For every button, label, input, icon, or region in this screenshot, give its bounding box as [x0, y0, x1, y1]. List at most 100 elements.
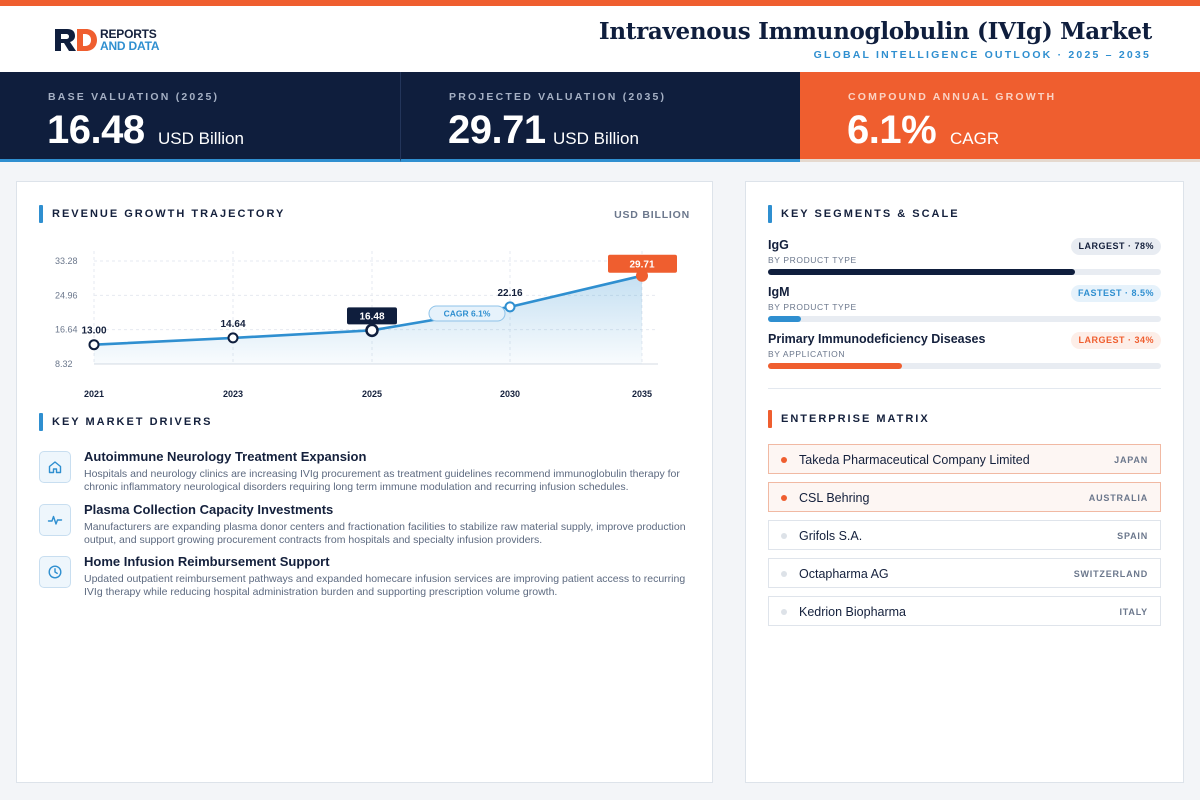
cagr-annotation-pill — [428, 305, 506, 322]
y-tick-label: 16.64 — [55, 325, 78, 335]
segment-name: Primary Immunodeficiency Diseases — [768, 332, 986, 346]
kpi-label: BASE VALUATION (2025) — [48, 91, 220, 103]
company-country: SWITZERLAND — [1073, 569, 1148, 579]
segment-track — [768, 269, 1161, 275]
section-accent — [39, 413, 43, 431]
kpi-label: COMPOUND ANNUAL GROWTH — [848, 91, 1057, 103]
home-icon — [39, 451, 71, 483]
segment-name: IgM — [768, 285, 790, 299]
chart-unit-label: USD BILLION — [614, 209, 690, 221]
kpi-value: 16.48 — [47, 108, 145, 152]
company-marker — [781, 495, 787, 501]
kpi-unit: USD Billion — [158, 129, 244, 148]
segment-badge: FASTEST · 8.5% — [1070, 285, 1161, 302]
kpi-base-valuation: BASE VALUATION (2025) 16.48 USD Billion — [0, 72, 400, 162]
page-title: Intravenous Immunoglobulin (IVIg) Market — [598, 18, 1152, 45]
data-label: 13.00 — [81, 326, 106, 337]
data-label: 14.64 — [220, 319, 245, 330]
segment-badge: LARGEST · 78% — [1071, 238, 1161, 255]
segment-category: BY APPLICATION — [768, 349, 846, 359]
y-tick-label: 24.96 — [55, 290, 78, 300]
data-label-box — [347, 307, 397, 325]
brand-line-1: REPORTS — [100, 27, 157, 41]
kpi-unit: USD Billion — [553, 129, 639, 148]
section-title: KEY MARKET DRIVERS — [52, 416, 213, 428]
company-name: Octapharma AG — [799, 567, 889, 581]
data-point — [227, 332, 239, 344]
data-point — [88, 339, 100, 351]
driver-description: Updated outpatient reimbursement pathway… — [84, 573, 686, 598]
section-title: KEY SEGMENTS & SCALE — [781, 208, 960, 220]
driver-title: Autoimmune Neurology Treatment Expansion — [84, 449, 367, 464]
company-marker — [781, 571, 787, 577]
x-tick-label: 2023 — [223, 389, 243, 399]
company-row[interactable]: Takeda Pharmaceutical Company Limited JA… — [768, 444, 1161, 474]
clock-icon — [39, 556, 71, 588]
brand-name: REPORTS AND DATA — [100, 28, 159, 52]
brand-line-2: AND DATA — [100, 39, 160, 53]
company-country: JAPAN — [1114, 455, 1148, 465]
company-row[interactable]: Grifols S.A. SPAIN — [768, 520, 1161, 550]
enterprise-section-header: ENTERPRISE MATRIX — [768, 410, 930, 428]
company-row[interactable]: Octapharma AG SWITZERLAND — [768, 558, 1161, 588]
segment-badge: LARGEST · 34% — [1071, 332, 1161, 349]
company-row[interactable]: CSL Behring AUSTRALIA — [768, 482, 1161, 512]
company-marker — [781, 609, 787, 615]
logo-mark-icon — [55, 29, 97, 51]
driver-title: Home Infusion Reimbursement Support — [84, 554, 330, 569]
top-accent-bar — [0, 0, 1200, 6]
x-tick-label: 2035 — [632, 389, 652, 399]
company-name: Takeda Pharmaceutical Company Limited — [799, 453, 1030, 467]
kpi-label: PROJECTED VALUATION (2035) — [449, 91, 667, 103]
company-name: Grifols S.A. — [799, 529, 863, 543]
section-accent — [39, 205, 43, 223]
y-tick-label: 8.32 — [55, 359, 73, 369]
company-country: SPAIN — [1117, 531, 1148, 541]
x-tick-label: 2030 — [500, 389, 520, 399]
segment-track — [768, 363, 1161, 369]
segment-fill — [768, 316, 802, 322]
segment-fill — [768, 363, 902, 369]
x-tick-label: 2025 — [362, 389, 382, 399]
segments-section-header: KEY SEGMENTS & SCALE — [768, 205, 960, 223]
brand-logo[interactable]: REPORTS AND DATA — [55, 28, 159, 52]
data-point — [636, 269, 648, 282]
company-row[interactable]: Kedrion Biopharma ITALY — [768, 596, 1161, 626]
company-marker — [781, 533, 787, 539]
segment-fill — [768, 269, 1075, 275]
pulse-icon — [39, 504, 71, 536]
driver-title: Plasma Collection Capacity Investments — [84, 502, 334, 517]
company-country: AUSTRALIA — [1088, 493, 1148, 503]
section-accent — [768, 410, 772, 428]
kpi-value: 29.71 — [448, 108, 546, 152]
kpi-unit: CAGR — [950, 129, 1000, 148]
driver-description: Manufacturers are expanding plasma donor… — [84, 521, 686, 546]
page-subtitle: GLOBAL INTELLIGENCE OUTLOOK · 2025 – 203… — [813, 49, 1151, 61]
driver-description: Hospitals and neurology clinics are incr… — [84, 468, 680, 493]
header: REPORTS AND DATA Intravenous Immunoglobu… — [0, 6, 1200, 72]
segment-track — [768, 316, 1161, 322]
data-label-box — [608, 254, 677, 273]
section-accent — [768, 205, 772, 223]
company-name: CSL Behring — [799, 491, 870, 505]
segment-name: IgG — [768, 238, 789, 252]
company-marker — [781, 457, 787, 463]
segment-category: BY PRODUCT TYPE — [768, 255, 857, 265]
company-country: ITALY — [1119, 607, 1148, 617]
chart-section-header: REVENUE GROWTH TRAJECTORY — [39, 205, 285, 223]
company-name: Kedrion Biopharma — [799, 605, 907, 619]
data-point — [504, 301, 516, 313]
segments-card: KEY SEGMENTS & SCALE IgG BY PRODUCT TYPE… — [745, 181, 1184, 783]
segment-category: BY PRODUCT TYPE — [768, 302, 857, 312]
data-label: 29.71 — [629, 260, 654, 271]
x-tick-label: 2021 — [84, 389, 104, 399]
kpi-value: 6.1% — [847, 108, 937, 152]
data-point — [365, 323, 379, 338]
kpi-cagr: COMPOUND ANNUAL GROWTH 6.1% CAGR — [800, 72, 1200, 162]
section-title: ENTERPRISE MATRIX — [781, 413, 930, 425]
trajectory-card: REVENUE GROWTH TRAJECTORY USD BILLION 8.… — [16, 181, 713, 783]
cagr-annotation: CAGR 6.1% — [444, 309, 491, 319]
kpi-band: BASE VALUATION (2025) 16.48 USD Billion … — [0, 72, 1200, 162]
section-title: REVENUE GROWTH TRAJECTORY — [52, 208, 286, 220]
section-divider — [768, 388, 1161, 389]
